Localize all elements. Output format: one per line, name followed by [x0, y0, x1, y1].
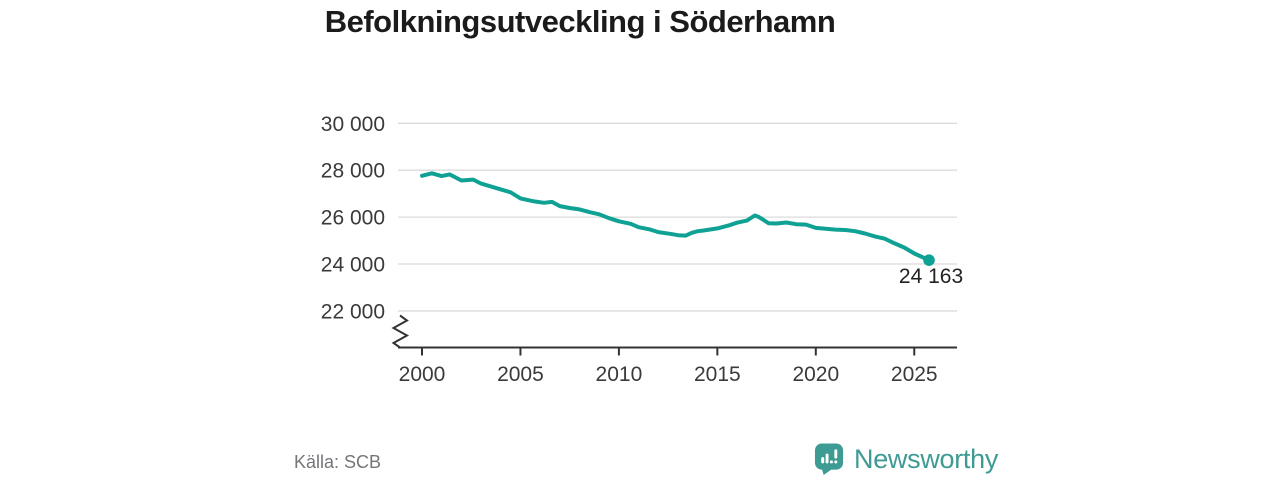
y-tick-label: 28 000 — [321, 160, 385, 183]
x-tick-label: 2020 — [792, 363, 839, 386]
newsworthy-logo[interactable]: Newsworthy — [814, 442, 998, 476]
axis-break-icon — [391, 314, 410, 349]
chart-title: Befolkningsutveckling i Söderhamn — [324, 4, 836, 39]
newsworthy-wordmark: Newsworthy — [854, 443, 999, 474]
population-line — [420, 171, 931, 263]
x-tick-label: 2005 — [497, 363, 544, 386]
x-tick-label: 2000 — [399, 363, 446, 386]
source-note: Källa: SCB — [294, 452, 382, 472]
y-tick-label: 22 000 — [321, 300, 385, 323]
newsworthy-bubble-icon — [814, 443, 844, 475]
latest-point-marker — [923, 254, 935, 267]
y-tick-label: 26 000 — [321, 207, 385, 230]
y-tick-label: 30 000 — [321, 113, 385, 136]
x-tick-label: 2015 — [694, 363, 741, 386]
x-tick-label: 2025 — [891, 363, 938, 386]
y-tick-label: 24 000 — [321, 254, 385, 277]
latest-value-label: 24 163 — [899, 265, 963, 288]
x-tick-label: 2010 — [596, 363, 643, 386]
